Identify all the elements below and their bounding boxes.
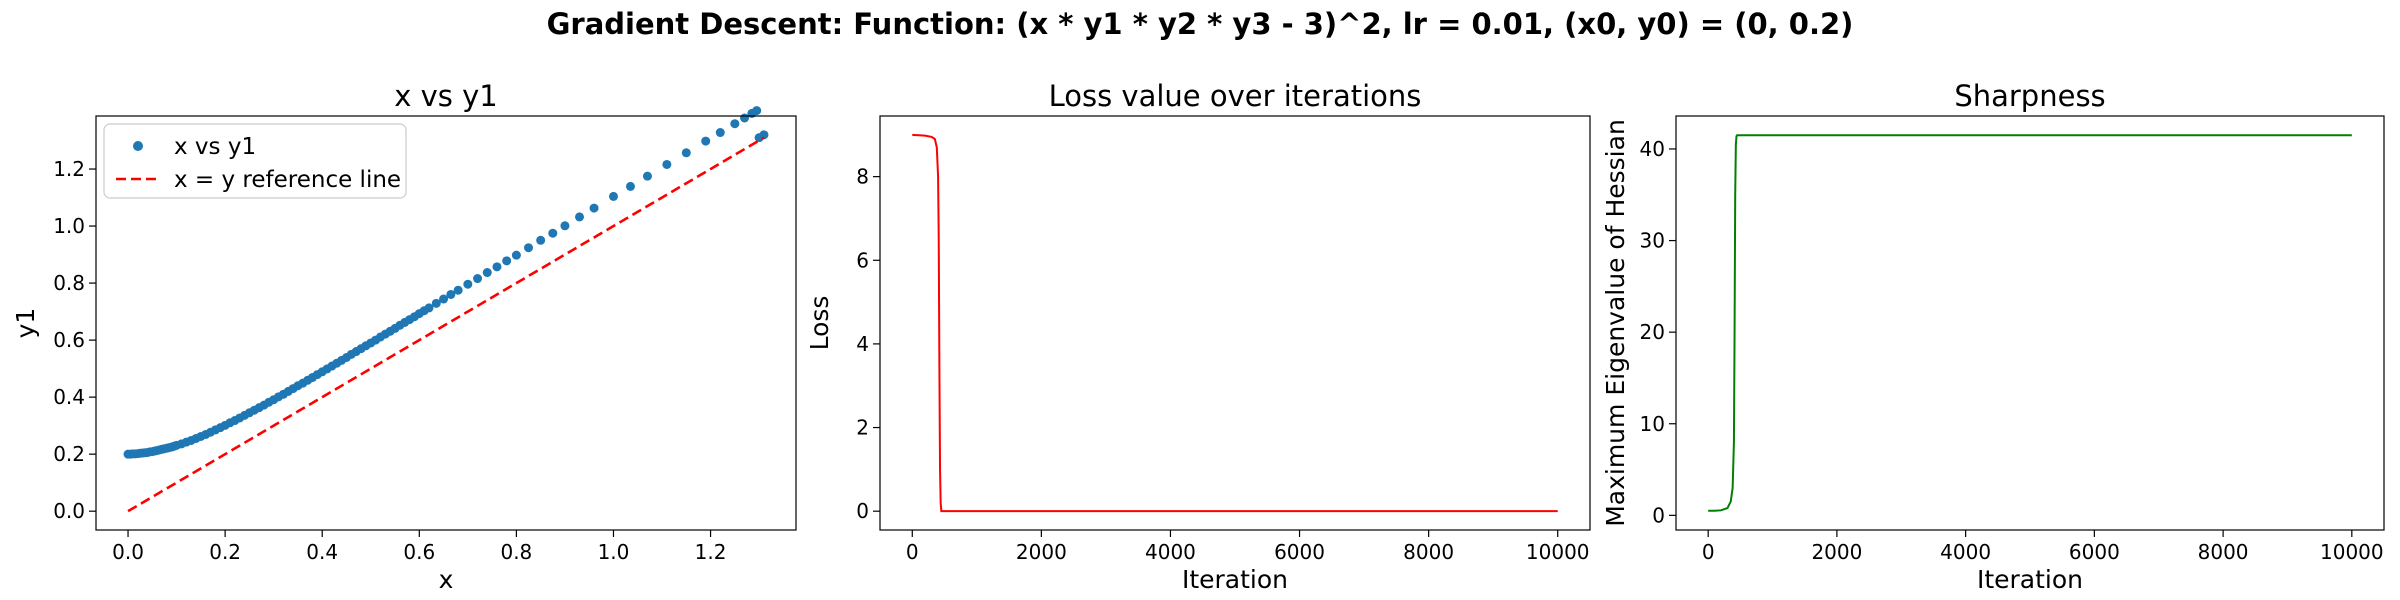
x-tick-label: 4000	[1145, 540, 1196, 564]
data-point	[536, 235, 546, 245]
subplot-3-title: Sharpness	[1954, 79, 2105, 113]
y-tick-label: 6	[856, 248, 869, 272]
y-tick-label: 2	[856, 416, 869, 440]
x-tick-label: 2000	[1811, 540, 1862, 564]
y-tick-label: 30	[1640, 229, 1665, 253]
subplot-2-frame	[879, 115, 1591, 531]
y-tick-label: 10	[1640, 412, 1665, 436]
legend-marker-points	[133, 141, 143, 151]
reference-line	[127, 136, 765, 513]
data-point	[548, 228, 558, 238]
subplot-3-frame	[1675, 115, 2385, 531]
subplot-1-title: x vs y1	[394, 79, 497, 113]
data-point	[642, 171, 652, 181]
y-tick-label: 0	[856, 499, 869, 523]
data-point	[431, 298, 441, 308]
x-axis-label: x	[439, 565, 454, 594]
x-tick-label: 0	[1702, 540, 1715, 564]
data-point	[502, 256, 512, 266]
subplot-panels: x vs y1 0.0 0.2 0.4 0.6 0.8 1.0 1.2 0.0 0.2 0.4 0.6…	[11, 79, 2385, 594]
legend-frame	[103, 123, 407, 199]
data-point	[453, 285, 463, 295]
y-tick-label: 0.4	[53, 385, 85, 409]
data-point	[511, 250, 521, 260]
data-point	[625, 181, 635, 191]
x-tick-label: 10000	[1526, 540, 1590, 564]
x-axis-label: Iteration	[1182, 565, 1288, 594]
data-point	[482, 268, 492, 278]
data-point	[424, 303, 434, 313]
subplot-2: Loss value over iterations 0 2000 4000 6000 8…	[805, 79, 1591, 594]
y-axis-label: Loss	[805, 296, 834, 351]
x-axis-label: Iteration	[1977, 565, 2083, 594]
data-point	[560, 221, 570, 231]
y-axis-label: y1	[11, 308, 40, 339]
y-tick-label: 0.8	[53, 271, 85, 295]
y-tick-label: 40	[1640, 137, 1665, 161]
data-point	[589, 203, 599, 213]
y-axis-label: Maximum Eigenvalue of Hessian	[1601, 119, 1630, 527]
series-line	[1708, 134, 2352, 512]
subplot-2-series	[912, 133, 1558, 513]
legend: x vs y1 x = y reference line	[103, 123, 407, 199]
x-tick-label: 0.4	[306, 540, 338, 564]
data-point	[730, 119, 740, 129]
x-tick-label: 1.2	[695, 540, 727, 564]
y-tick-label: 1.2	[53, 157, 85, 181]
subplot-2-title: Loss value over iterations	[1049, 79, 1422, 113]
y-tick-label: 0.2	[53, 442, 85, 466]
data-point	[701, 136, 711, 146]
x-tick-label: 6000	[1274, 540, 1325, 564]
x-tick-label: 6000	[2069, 540, 2120, 564]
data-point	[759, 130, 769, 140]
y-tick-label: 8	[856, 165, 869, 189]
x-tick-label: 10000	[2320, 540, 2384, 564]
data-point	[575, 212, 584, 222]
data-point	[446, 289, 456, 299]
x-tick-label: 8000	[2198, 540, 2249, 564]
data-point	[439, 294, 449, 304]
data-point	[463, 279, 473, 289]
x-tick-label: 0.8	[500, 540, 532, 564]
x-tick-label: 0.6	[403, 540, 435, 564]
data-point	[492, 262, 502, 272]
data-point	[524, 243, 534, 253]
series-line	[912, 133, 1558, 513]
data-point	[473, 274, 483, 284]
y-tick-label: 0	[1652, 503, 1665, 527]
x-tick-label: 0.0	[112, 540, 144, 564]
data-point	[608, 191, 618, 201]
y-tick-label: 20	[1640, 320, 1665, 344]
data-point	[681, 148, 691, 158]
y-tick-label: 0.0	[53, 499, 85, 523]
x-tick-label: 8000	[1403, 540, 1454, 564]
subplot-1-frame	[95, 115, 797, 531]
x-tick-label: 1.0	[598, 540, 630, 564]
data-point	[662, 159, 672, 169]
x-tick-label: 0.2	[209, 540, 241, 564]
y-tick-label: 1.0	[53, 214, 85, 238]
y-tick-label: 0.6	[53, 328, 85, 352]
y-tick-label: 4	[856, 332, 869, 356]
x-tick-label: 2000	[1016, 540, 1067, 564]
x-tick-label: 0	[906, 540, 919, 564]
legend-entry: x = y reference line	[174, 167, 401, 193]
subplot-1: x vs y1 0.0 0.2 0.4 0.6 0.8 1.0 1.2 0.0 0.2 0.4 0.6…	[11, 79, 797, 594]
subplot-1-series	[123, 106, 769, 513]
data-point	[752, 106, 762, 116]
data-point	[715, 128, 725, 138]
subplot-3: Sharpness 0 2000 4000 6000 8000 10000 0 10 20 30 40…	[1601, 79, 2385, 594]
x-tick-label: 4000	[1940, 540, 1991, 564]
subplot-3-series	[1708, 134, 2352, 512]
legend-entry: x vs y1	[174, 134, 256, 160]
figure-suptitle: Gradient Descent: Function: (x * y1 * y2…	[547, 7, 1854, 41]
